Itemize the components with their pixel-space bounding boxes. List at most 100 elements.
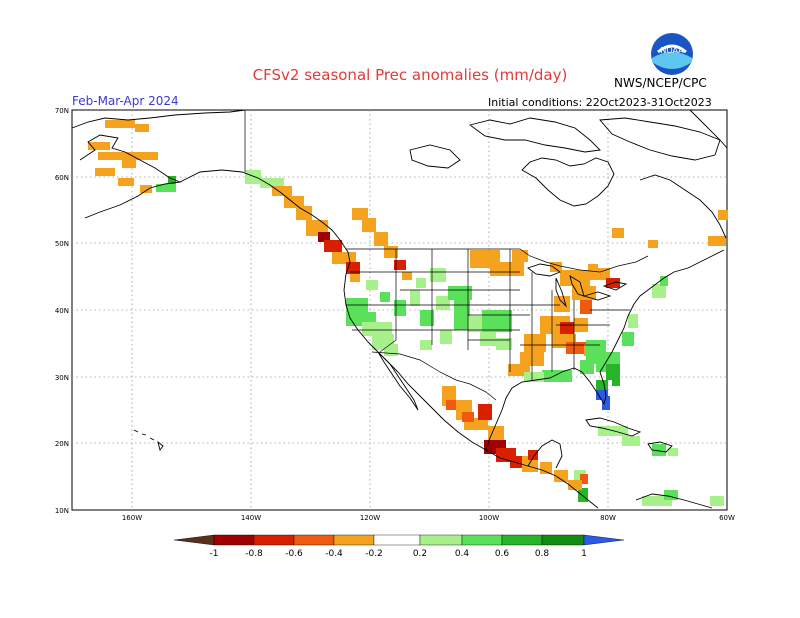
initial-conditions: Initial conditions: 22Oct2023-31Oct2023 [488,96,712,109]
colorbar-label: 0.2 [413,549,427,559]
anomaly-cell [482,310,512,332]
anomaly-cell [572,286,596,300]
colorbar-label: -0.4 [325,549,343,559]
colorbar-swatch [253,534,295,546]
lon-label: 60W [719,514,735,522]
anomaly-cell [394,260,406,270]
colorbar-swatch [213,534,255,546]
colorbar-label: 0.8 [535,549,550,559]
anomaly-cell [366,280,378,290]
anomaly-cell [652,444,666,456]
anomaly-cell [118,178,134,186]
anomaly-cell [512,250,528,262]
anomaly-cell [528,450,538,460]
anomaly-cell [612,228,624,238]
colorbar: -1 -0.8 -0.6 -0.4 -0.2 0.2 0.4 0.6 0.8 1 [173,534,625,559]
anomaly-cell [568,480,582,490]
noaa-logo: NOAA [651,33,693,75]
anomaly-cell [708,236,726,246]
colorbar-swatches [173,534,625,546]
lon-label: 140W [241,514,261,522]
anomaly-cell [542,370,572,382]
anomaly-cell [362,218,376,232]
anomaly-cell [490,262,524,276]
lon-label: 80W [600,514,616,522]
colorbar-label: 1 [581,549,587,559]
anomaly-cell [440,330,452,344]
anomaly-cell [580,474,588,484]
anomaly-cell [260,178,284,188]
anomaly-cell [652,284,666,298]
anomaly-cell [540,462,552,474]
map-title: CFSv2 seasonal Prec anomalies (mm/day) [252,66,568,84]
colorbar-label: 0.6 [495,549,510,559]
anomaly-cell [622,436,640,446]
anomaly-cell [628,314,638,328]
colorbar-swatch [373,534,421,546]
anomaly-cell [350,274,360,282]
anomaly-cell [245,170,261,184]
anomaly-cell [668,448,678,456]
lat-label: 30N [55,374,69,382]
anomaly-cell [430,268,446,282]
anomaly-cell [352,208,368,220]
anomaly-cell [480,332,496,346]
anomaly-cell [554,470,568,482]
season-label: Feb-Mar-Apr 2024 [72,94,179,108]
anomaly-cell [602,396,610,410]
logo-text: NOAA [660,46,684,55]
anomaly-cell [95,168,115,176]
anomaly-cell [140,185,152,193]
anomaly-cell [496,338,512,350]
longitude-labels: 160W 140W 120W 100W 80W 60W [122,514,735,522]
anomaly-cell [420,310,434,326]
colorbar-swatch [293,534,335,546]
colorbar-label: 0.4 [455,549,470,559]
anomaly-cell [560,322,574,334]
anomaly-cell [324,240,342,252]
anomaly-cell [448,286,472,300]
anomaly-cell [560,270,590,286]
anomaly-cell [156,184,176,192]
lat-label: 60N [55,174,69,182]
anomaly-cell [642,496,672,506]
borders [244,110,649,401]
anomaly-cell [410,290,420,306]
anomaly-cell [622,332,634,346]
anomaly-cell [346,262,360,274]
anomaly-cell [420,340,432,350]
colorbar-swatch [173,534,215,546]
anomaly-cell [402,272,412,280]
anomaly-cell [168,176,176,184]
colorbar-labels: -1 -0.8 -0.6 -0.4 -0.2 0.2 0.4 0.6 0.8 1 [210,549,587,559]
precipitation-anomaly-map: 70N 60N 50N 40N 30N 20N 10N 160W 140W 12… [55,107,735,522]
anomaly-cell [718,210,728,220]
anomaly-cell [98,152,158,160]
anomaly-cell [524,334,546,352]
anomaly-cell [135,124,149,132]
anomaly-cell [318,232,330,242]
lat-label: 70N [55,107,69,115]
anomaly-cell [664,490,678,500]
anomaly-cell [550,262,562,272]
lat-label: 10N [55,507,69,515]
anomaly-cell [454,300,470,330]
colorbar-swatch [583,534,625,546]
lat-label: 20N [55,440,69,448]
anomaly-cell [580,360,594,374]
anomaly-cell [566,342,586,354]
colorbar-label: -0.8 [245,549,263,559]
anomaly-cell [596,380,608,390]
colorbar-swatch [333,534,375,546]
latitude-labels: 70N 60N 50N 40N 30N 20N 10N [55,107,69,515]
anomaly-cell [612,372,620,386]
lat-label: 40N [55,307,69,315]
anomaly-cell [588,264,598,272]
colorbar-label: -0.2 [365,549,383,559]
anomaly-cell [380,292,390,302]
anomaly-cell [524,372,544,382]
anomaly-cell [296,206,312,220]
anomaly-cell [488,426,504,440]
anomaly-cell [578,488,588,502]
colorbar-label: -1 [210,549,219,559]
